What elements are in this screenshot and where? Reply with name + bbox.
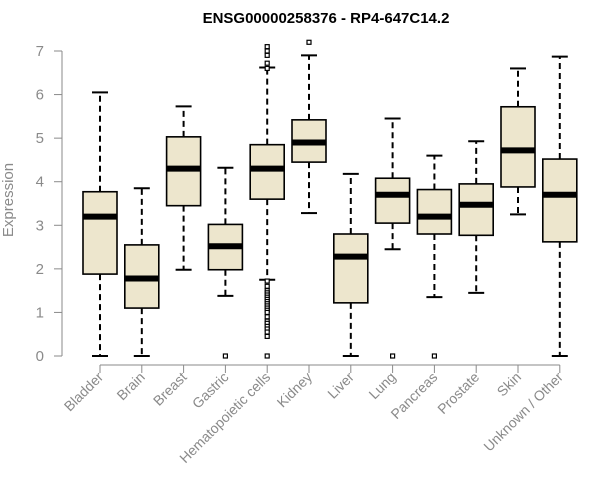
iqr-box — [500, 105, 536, 188]
x-tick-label: Brain — [113, 369, 147, 403]
box-3 — [207, 166, 244, 359]
x-tick-label: Prostate — [434, 369, 482, 417]
outlier-point — [264, 309, 270, 316]
outlier-point — [390, 353, 396, 359]
x-tick-label: Kidney — [274, 369, 316, 411]
box-9 — [458, 140, 495, 294]
outlier-point — [222, 353, 228, 359]
box-6 — [332, 172, 369, 357]
y-tick-label: 7 — [36, 43, 44, 60]
boxes-group — [82, 39, 578, 359]
x-tick-label: Bladder — [61, 369, 107, 415]
iqr-box — [82, 190, 118, 275]
iqr-box — [332, 233, 369, 304]
outlier-point — [264, 44, 270, 50]
outlier-point — [264, 283, 270, 289]
x-tick-label: Breast — [150, 369, 190, 409]
x-tick-label: Liver — [324, 369, 357, 402]
y-tick-label: 1 — [36, 304, 44, 321]
box-11 — [541, 55, 578, 357]
y-tick-label: 0 — [36, 348, 44, 365]
y-tick-label: 2 — [36, 261, 44, 278]
y-tick-label: 5 — [36, 130, 44, 147]
outlier-point — [264, 278, 270, 284]
y-axis-label: Expression — [0, 163, 17, 237]
box-5 — [291, 39, 327, 215]
iqr-box — [541, 158, 578, 243]
y-axis-ticks: 0 1 2 3 4 5 6 7 — [36, 43, 62, 365]
x-tick-label: Lung — [365, 369, 398, 402]
box-1 — [124, 187, 160, 357]
box-2 — [165, 105, 202, 271]
box-8 — [416, 154, 453, 359]
y-tick-label: 3 — [36, 217, 44, 234]
iqr-box — [249, 143, 285, 200]
iqr-box — [374, 177, 411, 224]
x-tick-label: Skin — [494, 369, 525, 400]
iqr-box — [458, 183, 495, 237]
outlier-point — [264, 353, 270, 359]
outlier-point — [264, 65, 270, 72]
outlier-point — [264, 52, 270, 58]
outlier-point — [264, 329, 270, 335]
outlier-point — [264, 48, 270, 54]
iqr-box — [416, 188, 453, 235]
box-4 — [249, 44, 285, 359]
y-tick-label: 4 — [36, 174, 44, 191]
box-10 — [500, 67, 536, 216]
box-7 — [374, 117, 411, 359]
outlier-point — [264, 60, 270, 66]
box-0 — [82, 91, 118, 357]
y-tick-label: 6 — [36, 87, 44, 104]
x-tick-label: Unknown / Other — [480, 369, 566, 455]
outlier-point — [306, 39, 312, 45]
outlier-point — [264, 333, 270, 339]
outlier-point — [431, 353, 437, 359]
outlier-point — [264, 314, 270, 320]
chart-title: ENSG00000258376 - RP4-647C14.2 — [203, 10, 450, 27]
